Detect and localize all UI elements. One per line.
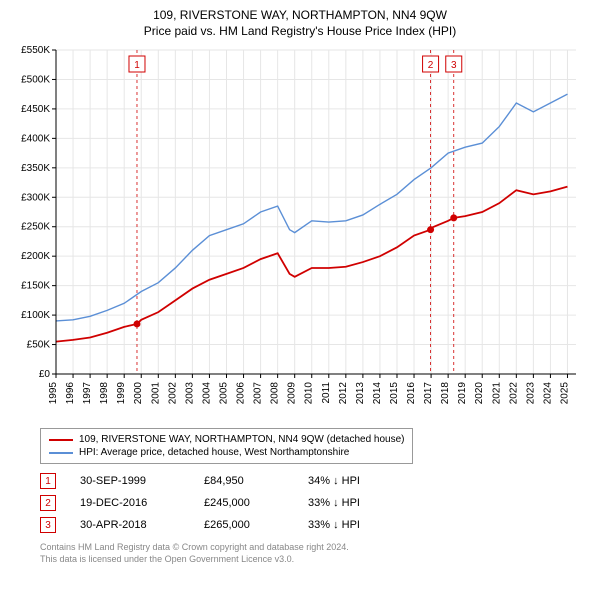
svg-text:2022: 2022 xyxy=(508,382,519,405)
svg-text:£200K: £200K xyxy=(21,251,50,262)
svg-text:£350K: £350K xyxy=(21,163,50,174)
svg-text:2011: 2011 xyxy=(321,382,332,404)
chart-container: 109, RIVERSTONE WAY, NORTHAMPTON, NN4 9Q… xyxy=(0,0,600,590)
legend-item: HPI: Average price, detached house, West… xyxy=(49,446,404,459)
svg-text:2003: 2003 xyxy=(184,382,195,405)
marker-badge: 1 xyxy=(40,473,56,489)
svg-text:3: 3 xyxy=(451,60,457,71)
svg-text:2: 2 xyxy=(428,60,434,71)
marker-row: 1 30-SEP-1999 £84,950 34% ↓ HPI xyxy=(40,470,590,492)
svg-text:2004: 2004 xyxy=(201,382,212,405)
svg-text:2016: 2016 xyxy=(406,382,417,405)
marker-date: 30-SEP-1999 xyxy=(80,475,180,487)
chart-area: 1 2 3 £0 £50K £100K £150K £200K £250K £300K £350K £… xyxy=(10,44,590,424)
svg-text:2024: 2024 xyxy=(542,382,553,405)
svg-text:2014: 2014 xyxy=(372,382,383,405)
legend-item: 109, RIVERSTONE WAY, NORTHAMPTON, NN4 9Q… xyxy=(49,433,404,446)
footer-line-2: This data is licensed under the Open Gov… xyxy=(40,554,590,566)
marker-date: 30-APR-2018 xyxy=(80,519,180,531)
svg-text:1997: 1997 xyxy=(82,382,93,405)
svg-text:£400K: £400K xyxy=(21,133,50,144)
svg-text:2009: 2009 xyxy=(287,382,298,405)
svg-text:£550K: £550K xyxy=(21,45,50,56)
legend: 109, RIVERSTONE WAY, NORTHAMPTON, NN4 9Q… xyxy=(40,428,413,464)
svg-text:2018: 2018 xyxy=(440,382,451,405)
footer-text: Contains HM Land Registry data © Crown c… xyxy=(40,542,590,565)
svg-text:2012: 2012 xyxy=(338,382,349,405)
marker-price: £265,000 xyxy=(204,519,284,531)
svg-text:2002: 2002 xyxy=(167,382,178,405)
marker-diff: 33% ↓ HPI xyxy=(308,497,408,509)
svg-text:£50K: £50K xyxy=(27,340,51,351)
line-chart-svg: 1 2 3 £0 £50K £100K £150K £200K £250K £300K £350K £… xyxy=(10,44,590,424)
marker-badge: 2 xyxy=(40,495,56,511)
svg-text:1: 1 xyxy=(134,60,140,71)
legend-label: HPI: Average price, detached house, West… xyxy=(79,447,349,458)
marker-diff: 33% ↓ HPI xyxy=(308,519,408,531)
legend-swatch xyxy=(49,439,73,441)
svg-text:1996: 1996 xyxy=(65,382,76,405)
legend-swatch xyxy=(49,452,73,454)
svg-text:2021: 2021 xyxy=(491,382,502,405)
svg-text:£250K: £250K xyxy=(21,222,50,233)
svg-text:£0: £0 xyxy=(39,369,51,380)
marker-diff: 34% ↓ HPI xyxy=(308,475,408,487)
svg-text:2010: 2010 xyxy=(304,382,315,405)
svg-text:£450K: £450K xyxy=(21,104,50,115)
svg-text:2017: 2017 xyxy=(423,382,434,405)
chart-subtitle: Price paid vs. HM Land Registry's House … xyxy=(10,24,590,38)
svg-text:2005: 2005 xyxy=(218,382,229,405)
marker-date: 19-DEC-2016 xyxy=(80,497,180,509)
chart-title: 109, RIVERSTONE WAY, NORTHAMPTON, NN4 9Q… xyxy=(10,8,590,22)
svg-text:£500K: £500K xyxy=(21,74,50,85)
svg-text:2023: 2023 xyxy=(525,382,536,405)
svg-text:2000: 2000 xyxy=(133,382,144,405)
svg-text:2001: 2001 xyxy=(150,382,161,405)
marker-price: £245,000 xyxy=(204,497,284,509)
svg-text:1995: 1995 xyxy=(48,382,59,405)
marker-row: 3 30-APR-2018 £265,000 33% ↓ HPI xyxy=(40,514,590,536)
marker-badge: 3 xyxy=(40,517,56,533)
svg-text:2020: 2020 xyxy=(474,382,485,405)
svg-text:2013: 2013 xyxy=(355,382,366,405)
svg-text:2019: 2019 xyxy=(457,382,468,405)
marker-row: 2 19-DEC-2016 £245,000 33% ↓ HPI xyxy=(40,492,590,514)
svg-text:£300K: £300K xyxy=(21,192,50,203)
footer-line-1: Contains HM Land Registry data © Crown c… xyxy=(40,542,590,554)
marker-price: £84,950 xyxy=(204,475,284,487)
svg-text:2008: 2008 xyxy=(270,382,281,405)
svg-text:2006: 2006 xyxy=(236,382,247,405)
svg-text:2025: 2025 xyxy=(559,382,570,405)
svg-text:2015: 2015 xyxy=(389,382,400,405)
marker-table: 1 30-SEP-1999 £84,950 34% ↓ HPI 2 19-DEC-2016… xyxy=(40,470,590,536)
svg-text:£100K: £100K xyxy=(21,310,50,321)
svg-text:£150K: £150K xyxy=(21,281,50,292)
svg-text:2007: 2007 xyxy=(253,382,264,405)
svg-text:1999: 1999 xyxy=(116,382,127,405)
legend-label: 109, RIVERSTONE WAY, NORTHAMPTON, NN4 9Q… xyxy=(79,434,404,445)
svg-text:1998: 1998 xyxy=(99,382,110,405)
